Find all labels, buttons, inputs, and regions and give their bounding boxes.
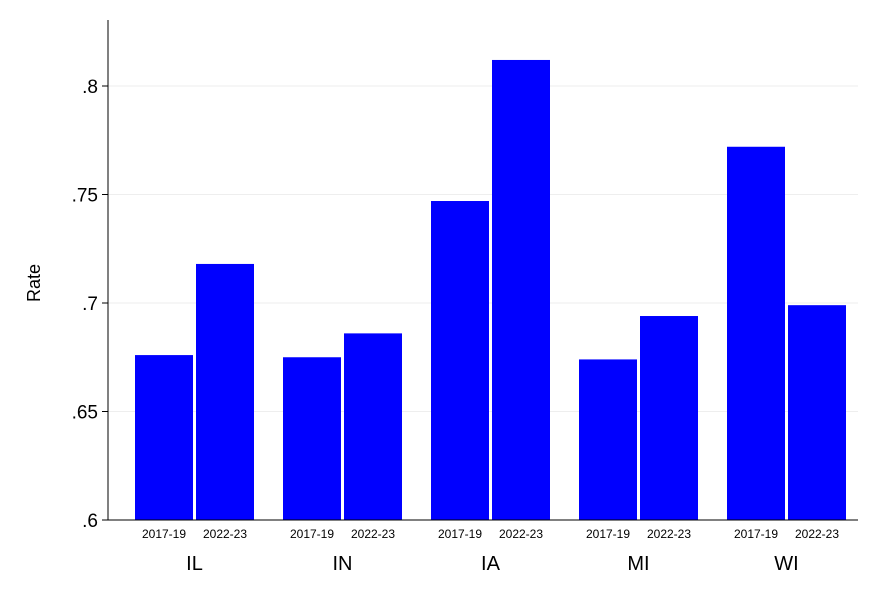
bar-in-2017-19 <box>283 357 341 520</box>
bar-mi-2022-23 <box>640 316 698 520</box>
y-tick-label: .65 <box>72 403 98 424</box>
period-label: 2022-23 <box>499 527 543 541</box>
period-label: 2017-19 <box>734 527 778 541</box>
bar-mi-2017-19 <box>579 359 637 520</box>
bar-ia-2022-23 <box>492 59 550 521</box>
y-tick-label: .7 <box>82 294 98 315</box>
bar-wi-2017-19 <box>727 146 785 520</box>
period-label: 2022-23 <box>203 527 247 541</box>
y-tick-label: .75 <box>72 186 98 207</box>
bar-in-2022-23 <box>344 333 402 520</box>
period-label: 2022-23 <box>351 527 395 541</box>
period-label: 2017-19 <box>438 527 482 541</box>
bar-il-2022-23 <box>196 263 254 520</box>
bar-wi-2022-23 <box>788 305 846 520</box>
period-label: 2017-19 <box>290 527 334 541</box>
period-label: 2022-23 <box>647 527 691 541</box>
period-label: 2022-23 <box>795 527 839 541</box>
state-label-wi: WI <box>774 553 798 575</box>
state-label-il: IL <box>186 553 203 575</box>
bars <box>135 59 846 521</box>
bar-ia-2017-19 <box>431 201 489 520</box>
y-tick-label: .8 <box>82 77 98 98</box>
y-axis-ticks: .6 .65 .7 .75 .8 <box>72 77 108 532</box>
y-axis-title: Rate <box>24 264 44 302</box>
period-label: 2017-19 <box>142 527 186 541</box>
state-label-ia: IA <box>481 553 501 575</box>
y-tick-label: .6 <box>82 511 98 532</box>
state-label-mi: MI <box>627 553 649 575</box>
bar-il-2017-19 <box>135 355 193 520</box>
period-label: 2017-19 <box>586 527 630 541</box>
state-label-in: IN <box>333 553 353 575</box>
